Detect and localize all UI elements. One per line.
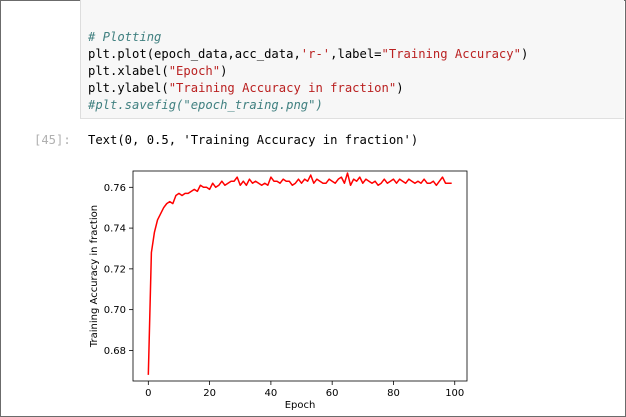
y-axis-label: Training Accuracy in fraction [89, 205, 100, 348]
code-line-xlabel: plt.xlabel("Epoch") [88, 64, 228, 78]
x-tick-label: 60 [326, 388, 339, 399]
accuracy-line [147, 172, 452, 375]
code-line-comment: # Plotting [88, 30, 162, 44]
y-tick-label: 0.72 [104, 264, 126, 275]
y-tick-label: 0.68 [104, 346, 126, 357]
x-axis-ticks: 0 20 40 60 80 100 [145, 381, 464, 399]
series-group [147, 172, 452, 375]
y-tick-label: 0.74 [104, 224, 126, 235]
x-tick-label: 20 [203, 388, 216, 399]
output-prompt: [45]: [34, 133, 71, 147]
plot-area [132, 170, 468, 382]
y-tick-label: 0.76 [104, 183, 126, 194]
x-tick-label: 80 [387, 388, 400, 399]
x-axis-label: Epoch [285, 400, 316, 411]
x-tick-label: 0 [145, 388, 151, 399]
output-text: Text(0, 0.5, 'Training Accuracy in fract… [88, 133, 419, 147]
code-line-savefig: #plt.savefig("epoch_traing.png") [88, 98, 323, 112]
y-axis-ticks: 0.68 0.70 0.72 0.74 0.76 [104, 183, 133, 357]
x-tick-label: 100 [445, 388, 464, 399]
x-tick-label: 40 [265, 388, 278, 399]
code-line-ylabel: plt.ylabel("Training Accuracy in fractio… [88, 81, 404, 95]
code-line-plot: plt.plot(epoch_data,acc_data,'r-',label=… [88, 47, 529, 61]
training-accuracy-chart: 0.680.700.720.740.76 0 20 40 60 80 100 Epoch … [89, 170, 468, 411]
code-cell[interactable] [80, 0, 624, 119]
y-tick-label: 0.70 [104, 305, 126, 316]
